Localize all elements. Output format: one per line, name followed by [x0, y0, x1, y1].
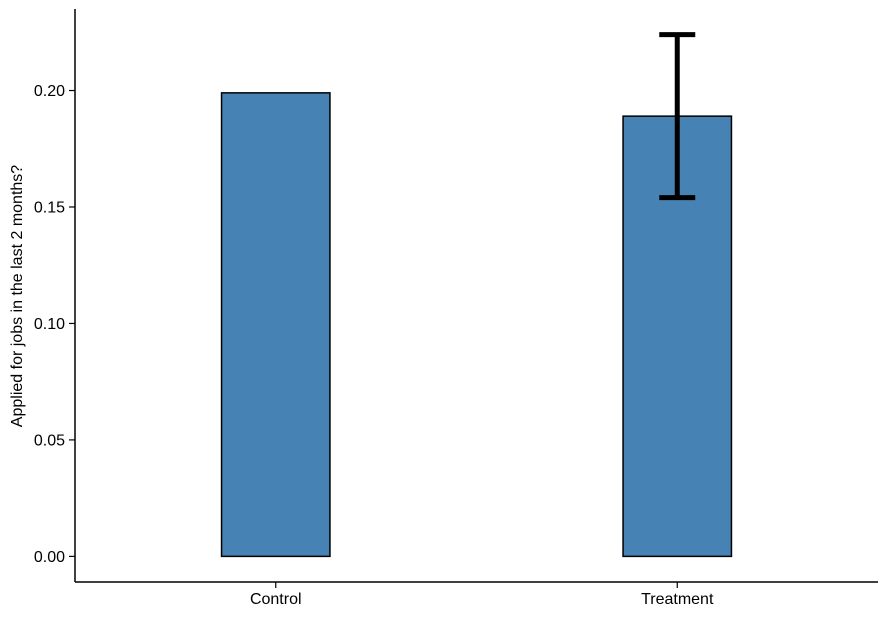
x-axis-ticks: Control Treatment — [250, 582, 714, 608]
x-tick-label-treatment: Treatment — [641, 591, 714, 608]
y-axis-ticks: 0.00 0.05 0.10 0.15 0.20 — [34, 83, 75, 566]
y-tick-label: 0.15 — [34, 199, 65, 216]
x-tick-label-control: Control — [250, 591, 302, 608]
y-tick-label: 0.05 — [34, 432, 65, 449]
bar-control — [220, 92, 331, 558]
y-tick-label: 0.10 — [34, 316, 65, 333]
y-tick-label: 0.00 — [34, 549, 65, 566]
bars-layer — [220, 92, 733, 558]
y-tick-label: 0.20 — [34, 83, 65, 100]
y-axis-title: Applied for jobs in the last 2 months? — [9, 165, 26, 427]
error-bars-layer — [659, 32, 696, 201]
